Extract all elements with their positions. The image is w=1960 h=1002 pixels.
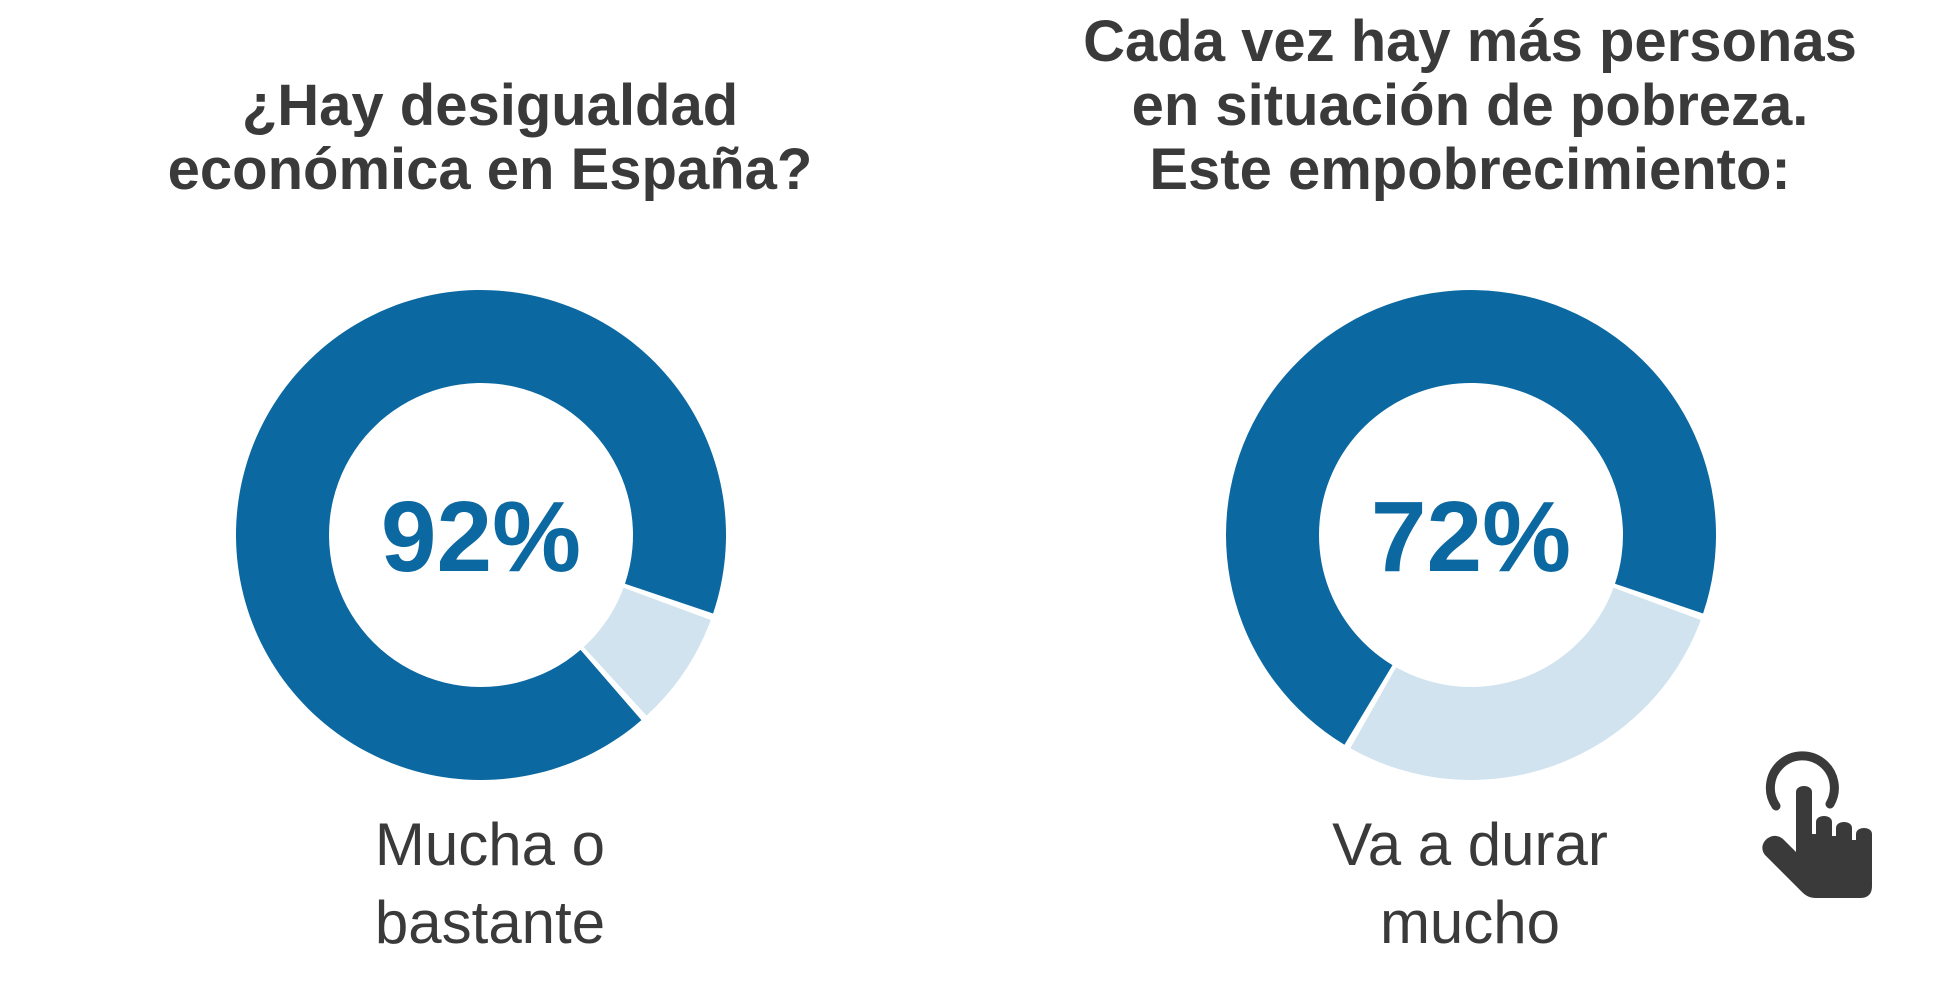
donut-slice-main bbox=[1226, 289, 1716, 745]
chart-caption-line: mucho bbox=[1379, 889, 1561, 956]
chart-title-line: Este empobrecimiento: bbox=[1149, 137, 1791, 202]
donut-slice-rest bbox=[1350, 587, 1701, 780]
chart-panel-right: Cada vez hay más personas en situación d… bbox=[980, 0, 1960, 1002]
chart-caption-line: Va a durar bbox=[1332, 811, 1608, 878]
chart-title-left: ¿Hay desigualdad económica en España? bbox=[0, 74, 980, 202]
chart-title-line: Cada vez hay más personas bbox=[1083, 9, 1857, 74]
pointing-hand-icon bbox=[1762, 751, 1872, 898]
donut-slice-main bbox=[235, 289, 726, 780]
donut-center-label: 92% bbox=[381, 481, 581, 593]
chart-caption-line: bastante bbox=[374, 889, 606, 956]
chart-title-right: Cada vez hay más personas en situación d… bbox=[980, 10, 1960, 202]
chart-panel-left: ¿Hay desigualdad económica en España? Mu… bbox=[0, 74, 980, 962]
chart-title-line: en situación de pobreza. bbox=[1131, 73, 1809, 138]
chart-caption-line: Mucha o bbox=[374, 811, 606, 878]
donut-chart-right: 72% bbox=[1226, 289, 1716, 780]
chart-caption-left: Mucha o bastante bbox=[0, 806, 980, 962]
chart-caption-right: Va a durar mucho bbox=[980, 806, 1960, 962]
chart-title-line: ¿Hay desigualdad bbox=[241, 73, 739, 138]
donut-chart-left: 92% bbox=[235, 289, 726, 780]
chart-title-line: económica en España? bbox=[167, 137, 813, 202]
donut-center-label: 72% bbox=[1371, 481, 1571, 593]
donut-slice-rest bbox=[583, 587, 711, 716]
